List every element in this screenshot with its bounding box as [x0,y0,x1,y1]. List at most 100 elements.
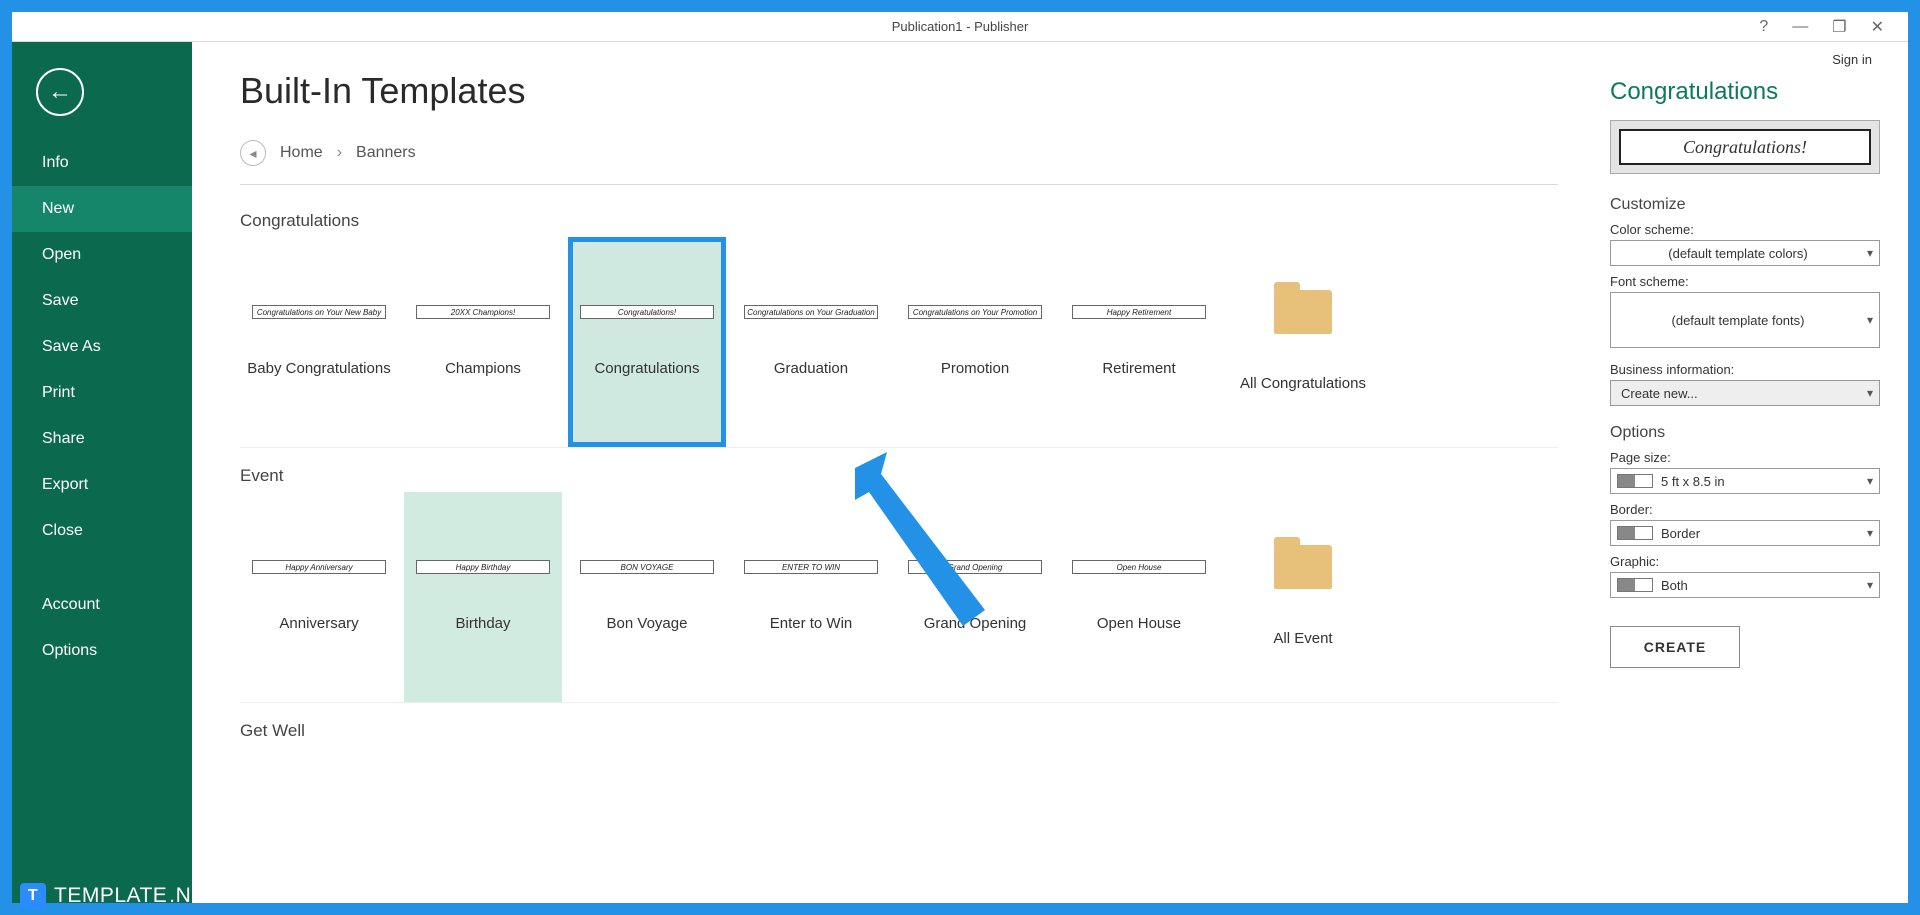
template-caption: Congratulations [594,359,699,379]
window-title: Publication1 - Publisher [892,19,1029,34]
template-thumb: Happy Retirement [1072,305,1206,319]
sidebar-item-print[interactable]: Print [12,370,192,416]
template-thumb: Open House [1072,560,1206,574]
breadcrumb-sep: › [337,144,342,162]
template-thumb: Grand Opening [908,560,1042,574]
template-card-grand-opening[interactable]: Grand OpeningGrand Opening [896,492,1054,702]
template-thumb: Congratulations! [580,305,714,319]
sidebar-item-save-as[interactable]: Save As [12,324,192,370]
app-body: ← InfoNewOpenSaveSave AsPrintShareExport… [12,42,1908,903]
sidebar-item-open[interactable]: Open [12,232,192,278]
template-thumb: ENTER TO WIN [744,560,878,574]
font-scheme-value: (default template fonts) [1672,313,1805,328]
sidebar-item-save[interactable]: Save [12,278,192,324]
customize-heading: Customize [1610,196,1880,214]
sidebar-item-new[interactable]: New [12,186,192,232]
font-scheme-label: Font scheme: [1610,274,1880,289]
page-size-select[interactable]: 5 ft x 8.5 in [1610,468,1880,494]
border-icon [1617,526,1653,540]
page-size-icon [1617,474,1653,488]
template-caption: Promotion [941,359,1009,379]
template-thumb: Congratulations on Your Promotion [908,305,1042,319]
template-card-baby-congratulations[interactable]: Congratulations on Your New BabyBaby Con… [240,237,398,447]
template-card-retirement[interactable]: Happy Retirement Retirement [1060,237,1218,447]
template-card-anniversary[interactable]: Happy Anniversary Anniversary [240,492,398,702]
template-thumb: Congratulations on Your Graduation [744,305,878,319]
template-caption: Champions [445,359,521,379]
business-info-label: Business information: [1610,362,1880,377]
template-caption: Birthday [455,614,510,634]
template-card-congratulations[interactable]: Congratulations! Congratulations [568,237,726,447]
color-scheme-label: Color scheme: [1610,222,1880,237]
breadcrumb: ◂ Home › Banners [240,140,1558,185]
titlebar: Publication1 - Publisher ? — ❐ ✕ [12,12,1908,42]
font-scheme-select[interactable]: (default template fonts) [1610,292,1880,348]
watermark-badge: T [20,883,46,909]
template-card-promotion[interactable]: Congratulations on Your Promotion Promoti… [896,237,1054,447]
template-card-bon-voyage[interactable]: BON VOYAGEBon Voyage [568,492,726,702]
template-details-panel: Congratulations Congratulations! Customi… [1598,42,1908,903]
minimize-icon[interactable]: — [1792,18,1808,36]
template-card-champions[interactable]: 20XX Champions! Champions [404,237,562,447]
details-title: Congratulations [1610,78,1880,106]
watermark-brand: TEMPLATE [54,884,167,908]
business-info-select[interactable]: Create new... [1610,380,1880,406]
restore-icon[interactable]: ❐ [1832,17,1846,37]
template-caption: Retirement [1102,359,1175,379]
graphic-label: Graphic: [1610,554,1880,569]
arrow-left-icon: ← [48,78,72,106]
close-icon[interactable]: ✕ [1871,17,1884,37]
options-heading: Options [1610,424,1880,442]
window-controls: ? — ❐ ✕ [1759,17,1908,37]
graphic-select[interactable]: Both [1610,572,1880,598]
template-thumb: Congratulations on Your New Baby [252,305,386,319]
app-window: Publication1 - Publisher ? — ❐ ✕ ← InfoN… [0,0,1920,915]
watermark-suffix: .NET [169,884,219,908]
back-button[interactable]: ← [36,68,84,116]
template-folder-all[interactable]: All Event [1224,492,1382,702]
backstage-sidebar: ← InfoNewOpenSaveSave AsPrintShareExport… [12,42,192,903]
sidebar-item-share[interactable]: Share [12,416,192,462]
sidebar-item-account[interactable]: Account [12,582,192,628]
border-value: Border [1661,526,1700,541]
breadcrumb-home[interactable]: Home [280,144,323,162]
sidebar-item-info[interactable]: Info [12,140,192,186]
watermark: T TEMPLATE .NET [20,883,219,909]
breadcrumb-back-icon[interactable]: ◂ [240,140,266,166]
page-size-label: Page size: [1610,450,1880,465]
template-thumb: 20XX Champions! [416,305,550,319]
sidebar-item-close[interactable]: Close [12,508,192,554]
template-folder-all[interactable]: All Congratulations [1224,237,1382,447]
section-label: Event [240,448,1558,486]
template-caption: Open House [1097,614,1181,634]
color-scheme-value: (default template colors) [1668,246,1807,261]
template-card-birthday[interactable]: Happy Birthday Birthday [404,492,562,702]
template-card-graduation[interactable]: Congratulations on Your Graduation Gradua… [732,237,890,447]
templates-content: Built-In Templates ◂ Home › Banners Cong… [192,42,1598,903]
template-card-open-house[interactable]: Open House Open House [1060,492,1218,702]
help-icon[interactable]: ? [1759,18,1768,36]
template-caption: Graduation [774,359,848,379]
sidebar-item-options[interactable]: Options [12,628,192,674]
sidebar-item-export[interactable]: Export [12,462,192,508]
border-select[interactable]: Border [1610,520,1880,546]
border-label: Border: [1610,502,1880,517]
business-info-value: Create new... [1621,386,1698,401]
preview-banner: Congratulations! [1619,129,1871,165]
template-thumb: Happy Anniversary [252,560,386,574]
section-label: Congratulations [240,193,1558,231]
page-title: Built-In Templates [240,70,1558,112]
template-caption: Enter to Win [770,614,853,634]
sign-in-link[interactable]: Sign in [1832,52,1872,67]
folder-icon [1274,545,1332,589]
template-caption: All Congratulations [1240,374,1366,394]
template-caption: Anniversary [279,614,358,634]
color-scheme-select[interactable]: (default template colors) [1610,240,1880,266]
template-caption: All Event [1273,629,1332,649]
template-row: Congratulations on Your New BabyBaby Con… [240,231,1558,448]
template-thumb: Happy Birthday [416,560,550,574]
section-label: Get Well [240,703,1558,741]
template-card-enter-to-win[interactable]: ENTER TO WIN Enter to Win [732,492,890,702]
folder-icon [1274,290,1332,334]
create-button[interactable]: CREATE [1610,626,1740,668]
